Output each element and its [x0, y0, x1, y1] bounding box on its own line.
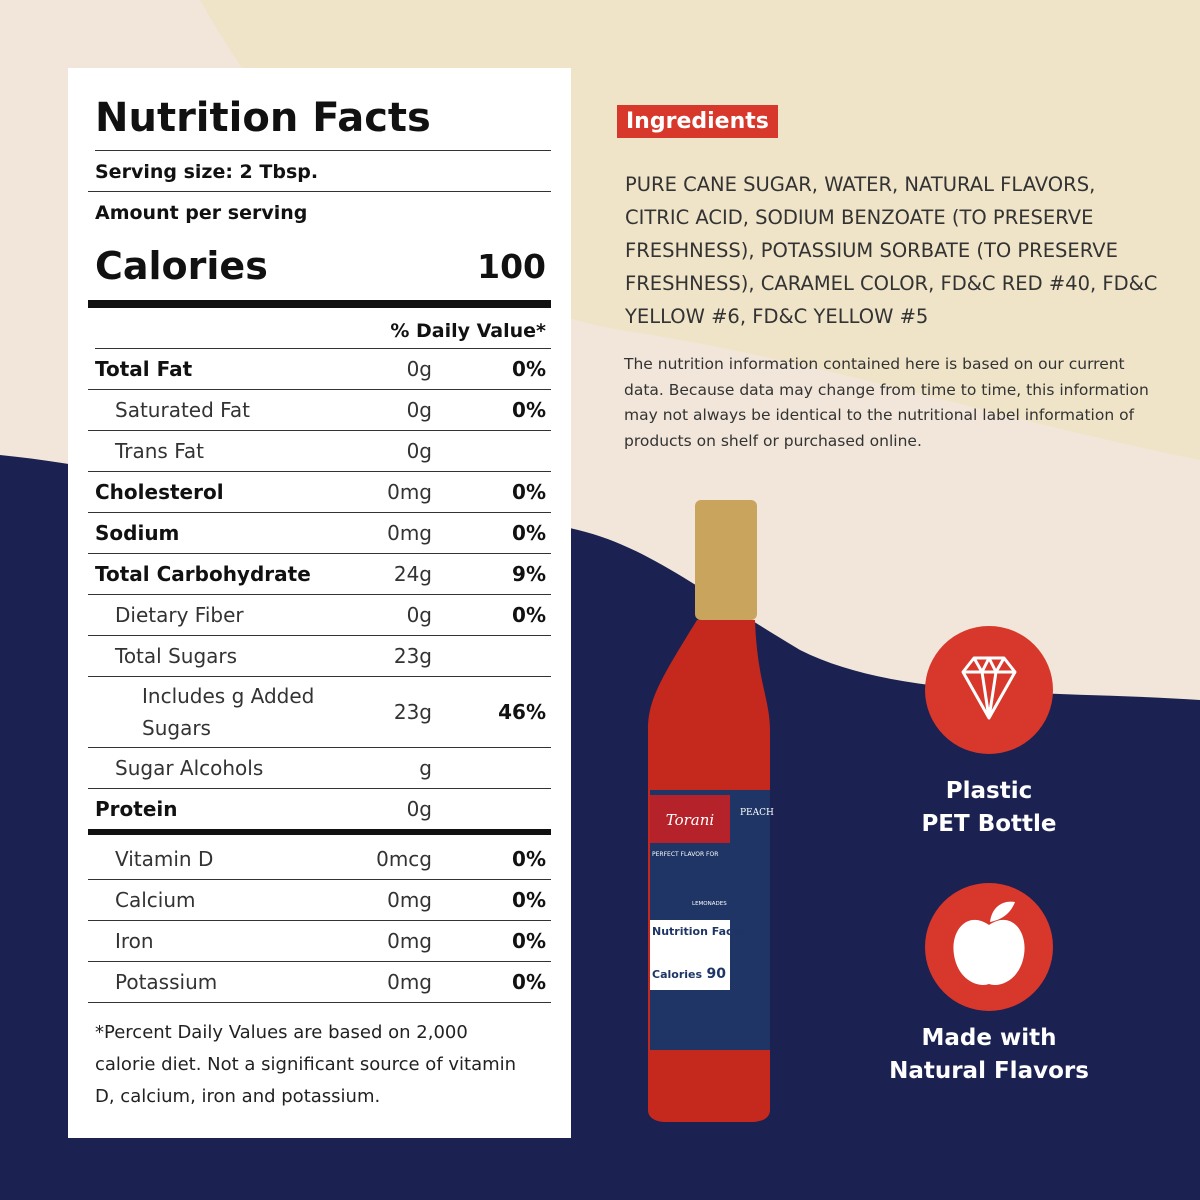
leaf: [990, 901, 1015, 922]
feature-line: Made with: [921, 1025, 1057, 1051]
nutrient-dv: 46%: [498, 700, 546, 724]
nutrient-dv: 0%: [512, 398, 546, 422]
nutrient-row: Protein 0g: [88, 789, 551, 835]
brand-badge: [650, 795, 730, 843]
nutrient-row: Includes g Added Sugars 23g 46%: [88, 677, 551, 748]
diamond: [961, 656, 1017, 720]
bottle-panel-title: Nutrition Facts: [652, 925, 745, 938]
nutrient-rows: Total Fat 0g 0% Saturated Fat 0g 0% Trans Fat 0…: [88, 349, 551, 835]
nutrient-name: Trans Fat: [115, 439, 204, 463]
nutrient-dv: 9%: [512, 562, 546, 586]
nutrient-amount: 24g: [393, 562, 432, 586]
nutrient-name: Saturated Fat: [115, 398, 250, 422]
feature-line: Natural Flavors: [889, 1058, 1089, 1084]
pet-icon: [925, 626, 1053, 754]
nutrient-row: Calcium 0mg 0%: [88, 880, 551, 921]
nutrient-dv: 0%: [512, 603, 546, 627]
nutrient-name: Vitamin D: [115, 847, 214, 871]
peach: [953, 919, 1025, 985]
nutrient-name: Total Sugars: [115, 644, 238, 668]
bottle-brand: Torani: [666, 811, 715, 829]
calories-row: Calories 100: [88, 232, 551, 308]
nutrient-name: Total Carbohydrate: [95, 562, 311, 586]
nutrient-name: Sodium: [95, 521, 180, 545]
nutrient-amount: 0g: [406, 357, 432, 381]
nutrient-row: Iron 0mg 0%: [88, 921, 551, 962]
nutrient-amount: 0mg: [387, 970, 432, 994]
nutrient-dv: 0%: [512, 480, 546, 504]
serving-size: Serving size: 2 Tbsp.: [88, 151, 551, 192]
nutrient-name: Potassium: [115, 970, 218, 994]
nutrient-name: Iron: [115, 929, 154, 953]
nutrient-dv: 0%: [512, 929, 546, 953]
nutrient-amount: 0mg: [387, 521, 432, 545]
bottle-panel-cal-label: Calories: [652, 968, 702, 981]
calories-label: Calories: [95, 244, 268, 288]
nutrient-amount: 0g: [406, 797, 432, 821]
feature-line: Plastic: [945, 778, 1033, 804]
amount-per-serving: Amount per serving: [95, 202, 308, 224]
nutrient-row: Trans Fat 0g: [88, 431, 551, 472]
nutrient-amount: 0g: [406, 439, 432, 463]
nutrient-name: Dietary Fiber: [115, 603, 244, 627]
nutrient-amount: 0mg: [387, 480, 432, 504]
disclaimer: The nutrition information contained here…: [624, 355, 1149, 450]
nutrition-label: Nutrition Facts Serving size: 2 Tbsp. Am…: [68, 68, 571, 1138]
nutrient-row: Sodium 0mg 0%: [88, 513, 551, 554]
ingredients-heading: Ingredients: [617, 105, 778, 138]
nutrient-name: Total Fat: [95, 357, 193, 381]
calories-value: 100: [477, 246, 546, 286]
bottle-panel-cal: 90: [707, 966, 727, 982]
nutrient-name: Includes g Added Sugars: [142, 684, 315, 740]
nutrient-name: Protein: [95, 797, 178, 821]
ingredients-text: PURE CANE SUGAR, WATER, NATURAL FLAVORS,…: [625, 173, 1158, 328]
nutrient-amount: g: [419, 756, 432, 780]
nutrient-dv: 0%: [512, 970, 546, 994]
feature-label: Made with Natural Flavors: [859, 1022, 1119, 1088]
nutrient-row: Cholesterol 0mg 0%: [88, 472, 551, 513]
nutrient-dv: 0%: [512, 847, 546, 871]
bottle-flavor: PEACH: [740, 808, 774, 818]
nutrient-amount: 23g: [393, 700, 432, 724]
nutrient-row: Total Sugars 23g: [88, 636, 551, 677]
nutrient-row: Total Fat 0g 0%: [88, 349, 551, 390]
dv-header: % Daily Value*: [95, 308, 551, 349]
nutrient-name: Calcium: [115, 888, 196, 912]
vitamin-rows: Vitamin D 0mcg 0% Calcium 0mg 0% Iron 0mg 0% Pota…: [88, 839, 551, 1003]
nutrient-row: Dietary Fiber 0g 0%: [88, 595, 551, 636]
nutrient-row: Total Carbohydrate 24g 9%: [88, 554, 551, 595]
nutrient-amount: 0g: [406, 603, 432, 627]
bottle: Torani PEACH PERFECT FLAVOR FOR LEMONADE…: [648, 500, 774, 1122]
bottle-perfect-for: PERFECT FLAVOR FOR: [652, 851, 718, 858]
nutrient-dv: 0%: [512, 521, 546, 545]
bottle-use: LEMONADES: [692, 901, 727, 907]
footnote: *Percent Daily Values are based on 2,000…: [95, 1022, 517, 1107]
feature-label: Plastic PET Bottle: [859, 775, 1119, 841]
bottle-cap: [695, 500, 757, 620]
nutrient-row: Potassium 0mg 0%: [88, 962, 551, 1003]
nutrient-dv: 0%: [512, 888, 546, 912]
bottle-panel: [650, 920, 730, 990]
nutrient-row: Vitamin D 0mcg 0%: [88, 839, 551, 880]
nutrient-dv: 0%: [512, 357, 546, 381]
nutrient-amount: 0mg: [387, 929, 432, 953]
feature-line: PET Bottle: [921, 811, 1057, 837]
nutrient-name: Cholesterol: [95, 480, 224, 504]
nutrient-row: Sugar Alcohols g: [88, 748, 551, 789]
nutrient-name: Sugar Alcohols: [115, 756, 264, 780]
nf-title: Nutrition Facts: [95, 88, 551, 151]
nutrient-amount: 23g: [393, 644, 432, 668]
nutrient-amount: 0mcg: [376, 847, 432, 871]
nutrient-amount: 0g: [406, 398, 432, 422]
nutrient-amount: 0mg: [387, 888, 432, 912]
nutrient-row: Saturated Fat 0g 0%: [88, 390, 551, 431]
